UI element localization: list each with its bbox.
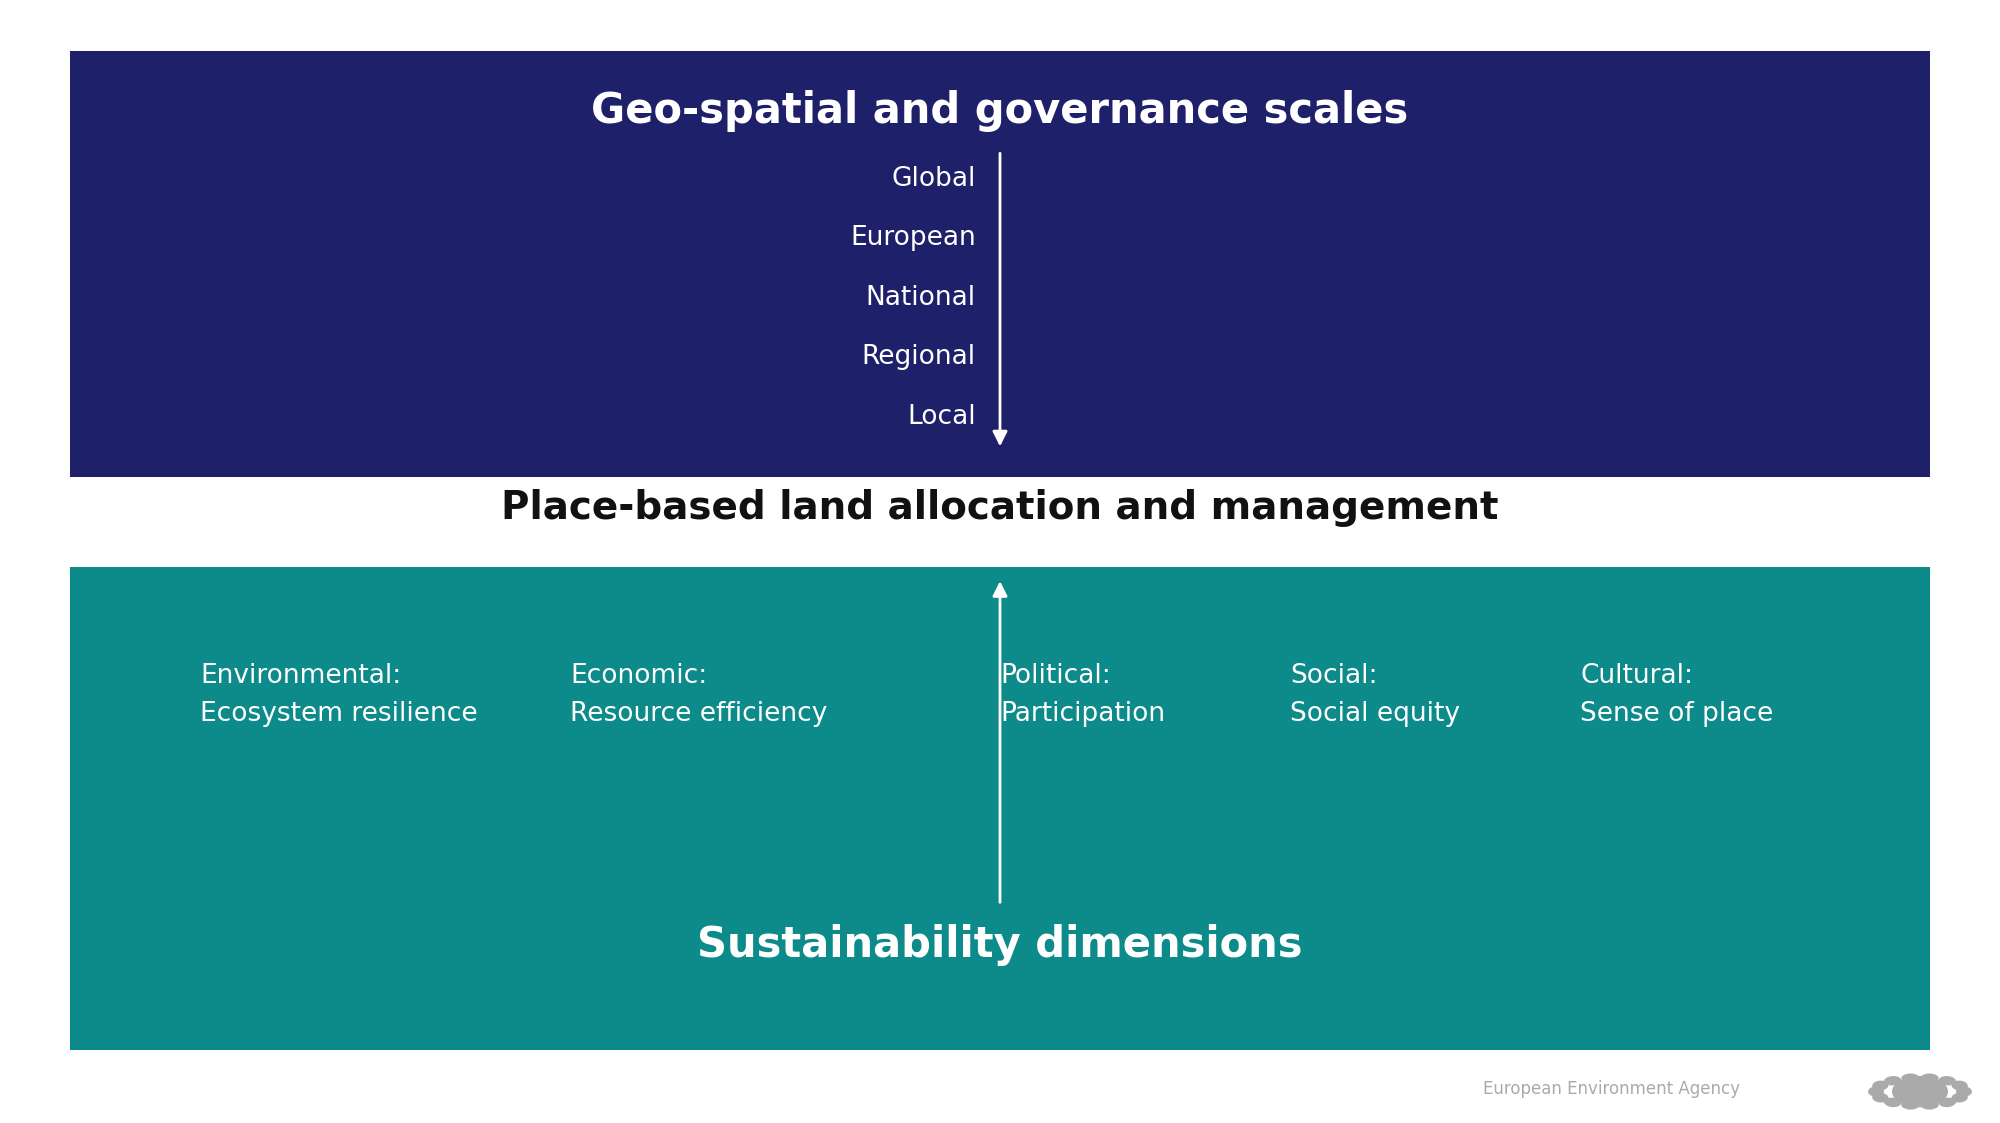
Text: Regional: Regional xyxy=(862,344,976,371)
Text: Place-based land allocation and management: Place-based land allocation and manageme… xyxy=(502,489,1498,527)
FancyBboxPatch shape xyxy=(70,567,1930,1050)
Text: Local: Local xyxy=(908,403,976,430)
Ellipse shape xyxy=(1868,1087,1884,1096)
Text: Cultural:
Sense of place: Cultural: Sense of place xyxy=(1580,663,1774,727)
Text: Environmental:
Ecosystem resilience: Environmental: Ecosystem resilience xyxy=(200,663,478,727)
Text: Geo-spatial and governance scales: Geo-spatial and governance scales xyxy=(592,90,1408,131)
Text: Sustainability dimensions: Sustainability dimensions xyxy=(698,924,1302,966)
Text: National: National xyxy=(866,284,976,311)
Ellipse shape xyxy=(1902,1074,1920,1083)
Ellipse shape xyxy=(1956,1087,1972,1096)
Text: European Environment Agency: European Environment Agency xyxy=(1484,1080,1740,1098)
Ellipse shape xyxy=(1884,1076,1902,1086)
Ellipse shape xyxy=(1938,1097,1956,1107)
Text: Global: Global xyxy=(892,165,976,192)
Circle shape xyxy=(1892,1076,1948,1107)
Ellipse shape xyxy=(1872,1093,1888,1103)
Ellipse shape xyxy=(1952,1080,1968,1090)
Ellipse shape xyxy=(1872,1080,1888,1090)
Text: Economic:
Resource efficiency: Economic: Resource efficiency xyxy=(570,663,828,727)
Text: Political:
Participation: Political: Participation xyxy=(1000,663,1166,727)
Ellipse shape xyxy=(1884,1097,1902,1107)
FancyBboxPatch shape xyxy=(70,51,1930,477)
Ellipse shape xyxy=(1952,1093,1968,1103)
Ellipse shape xyxy=(1938,1076,1956,1086)
Ellipse shape xyxy=(1920,1074,1938,1083)
Ellipse shape xyxy=(1920,1101,1938,1110)
Text: Social:
Social equity: Social: Social equity xyxy=(1290,663,1460,727)
Text: European: European xyxy=(850,225,976,252)
Ellipse shape xyxy=(1902,1101,1920,1110)
